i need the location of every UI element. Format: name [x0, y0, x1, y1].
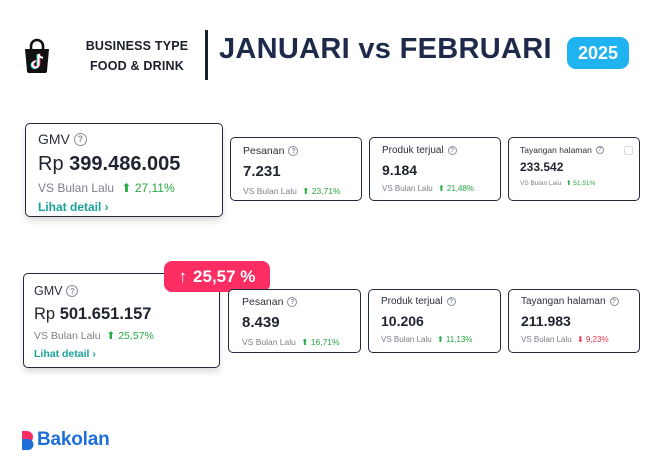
gmv-label-row: GMV ?: [34, 284, 219, 298]
produk-label-row: Produk terjual ?: [382, 145, 500, 156]
growth-badge: ↑ 25,57 %: [164, 261, 270, 292]
tayangan-value: 211.983: [521, 313, 571, 329]
change-up: ⬆ 21,48%: [438, 184, 474, 193]
vs-label: VS Bulan Lalu: [242, 337, 296, 347]
change-value: 21,48%: [446, 184, 475, 193]
info-question-icon[interactable]: ?: [288, 146, 299, 156]
comparison-row: VS Bulan Lalu ⬆ 25,57%: [34, 330, 219, 342]
arrow-up-icon: ⬆: [106, 330, 116, 342]
tayangan-label: Tayangan halaman: [520, 145, 592, 155]
arrow-up-icon: ⬆: [436, 335, 444, 344]
lihat-detail-link[interactable]: Lihat detail ›: [38, 200, 109, 214]
gmv-value: 501.651.157: [59, 305, 152, 323]
vs-label: VS Bulan Lalu: [34, 330, 101, 342]
produk-label: Produk terjual: [382, 145, 444, 156]
change-up: ⬆ 16,71%: [301, 337, 339, 347]
business-type-line2: FOOD & DRINK: [89, 59, 185, 73]
pesanan-card-januari[interactable]: Pesanan ? 7.231 VS Bulan Lalu ⬆ 23,71%: [230, 137, 362, 201]
pesanan-value: 7.231: [243, 163, 281, 180]
pesanan-card-februari[interactable]: Pesanan ? 8.439 VS Bulan Lalu ⬆ 16,71%: [228, 289, 361, 353]
gmv-label: GMV: [38, 131, 70, 147]
pesanan-label: Pesanan: [242, 296, 284, 308]
comparison-row: VS Bulan Lalu ⬆ 16,71%: [242, 337, 360, 348]
brand-name: Bakolan: [37, 429, 110, 450]
checkbox[interactable]: [624, 146, 633, 155]
change-value: 9,23%: [585, 335, 609, 344]
change-up: ⬆ 25,57%: [106, 330, 153, 342]
comparison-row: VS Bulan Lalu ⬆ 51,51%: [520, 179, 639, 187]
change-value: 23,71%: [311, 186, 341, 196]
arrow-up-icon: ⬆: [566, 180, 572, 187]
lihat-detail-link[interactable]: Lihat detail ›: [34, 348, 96, 360]
tayangan-label: Tayangan halaman: [521, 296, 606, 307]
business-type: BUSINESS TYPE FOOD & DRINK: [78, 36, 196, 76]
produk-label-row: Produk terjual ?: [381, 296, 500, 307]
change-up: ⬆ 11,13%: [437, 335, 472, 344]
gmv-value-row: Rp 501.651.157: [34, 305, 219, 324]
info-question-icon[interactable]: ?: [73, 132, 87, 146]
info-question-icon[interactable]: ?: [287, 297, 298, 307]
vs-label: VS Bulan Lalu: [521, 335, 572, 344]
vs-label: VS Bulan Lalu: [520, 180, 562, 187]
change-value: 27,11%: [134, 181, 175, 195]
gmv-value: 399.486.005: [69, 153, 181, 175]
currency-label: Rp: [34, 305, 56, 323]
arrow-up-icon: ↑: [178, 267, 188, 286]
produk-label: Produk terjual: [381, 296, 443, 307]
vs-label: VS Bulan Lalu: [382, 184, 433, 193]
info-question-icon[interactable]: ?: [66, 285, 79, 297]
change-up: ⬆ 51,51%: [566, 180, 595, 187]
comparison-row: VS Bulan Lalu ⬆ 21,48%: [382, 184, 500, 193]
pesanan-label-row: Pesanan ?: [243, 145, 361, 157]
growth-badge-value: 25,57 %: [193, 267, 256, 286]
year-badge: 2025: [567, 37, 629, 69]
gmv-value-row: Rp 399.486.005: [38, 153, 222, 176]
tayangan-card-februari[interactable]: Tayangan halaman ? 211.983 VS Bulan Lalu…: [508, 289, 640, 353]
business-type-line1: BUSINESS TYPE: [85, 39, 189, 53]
comparison-row: VS Bulan Lalu ⬆ 11,13%: [381, 335, 500, 344]
arrow-down-icon: ⬇: [576, 335, 584, 344]
pesanan-value: 8.439: [242, 314, 280, 331]
gmv-card-januari[interactable]: GMV ? Rp 399.486.005 VS Bulan Lalu ⬆ 27,…: [25, 123, 223, 217]
arrow-up-icon: ⬆: [121, 181, 132, 195]
page-title: JANUARI vs FEBRUARI: [219, 33, 552, 65]
comparison-row: VS Bulan Lalu ⬆ 23,71%: [243, 186, 361, 197]
change-value: 16,71%: [310, 337, 340, 347]
arrow-up-icon: ⬆: [301, 337, 309, 347]
vs-label: VS Bulan Lalu: [243, 186, 297, 196]
produk-value: 10.206: [381, 313, 424, 329]
gmv-label-row: GMV ?: [38, 131, 222, 147]
info-question-icon[interactable]: ?: [447, 146, 457, 155]
change-value: 51,51%: [573, 180, 596, 187]
tayangan-label-row: Tayangan halaman ?: [520, 145, 639, 155]
produk-value: 9.184: [382, 162, 418, 178]
vs-label: VS Bulan Lalu: [381, 335, 432, 344]
pesanan-label-row: Pesanan ?: [242, 296, 360, 308]
change-value: 25,57%: [118, 330, 154, 342]
produk-card-februari[interactable]: Produk terjual ? 10.206 VS Bulan Lalu ⬆ …: [368, 289, 501, 353]
gmv-label: GMV: [34, 284, 63, 298]
tayangan-label-row: Tayangan halaman ?: [521, 296, 639, 307]
change-up: ⬆ 23,71%: [302, 186, 340, 196]
info-question-icon[interactable]: ?: [595, 146, 604, 154]
info-question-icon[interactable]: ?: [609, 297, 619, 306]
comparison-row: VS Bulan Lalu ⬇ 9,23%: [521, 335, 639, 344]
change-down: ⬇ 9,23%: [577, 335, 609, 344]
info-question-icon[interactable]: ?: [446, 297, 456, 306]
change-value: 11,13%: [445, 335, 473, 344]
vs-label: VS Bulan Lalu: [38, 181, 115, 195]
arrow-up-icon: ⬆: [302, 186, 310, 196]
pesanan-label: Pesanan: [243, 145, 285, 157]
currency-label: Rp: [38, 153, 64, 175]
arrow-up-icon: ⬆: [437, 184, 445, 193]
tayangan-value: 233.542: [520, 160, 564, 174]
header-divider: [205, 30, 208, 80]
produk-card-januari[interactable]: Produk terjual ? 9.184 VS Bulan Lalu ⬆ 2…: [369, 137, 501, 201]
bakolan-logo-icon: [22, 430, 34, 450]
change-up: ⬆ 27,11%: [121, 181, 174, 195]
brand-logo: Bakolan: [22, 429, 110, 451]
comparison-row: VS Bulan Lalu ⬆ 27,11%: [38, 181, 222, 195]
tiktok-shop-bag-icon: [25, 38, 49, 73]
tayangan-card-januari[interactable]: Tayangan halaman ? 233.542 VS Bulan Lalu…: [508, 137, 640, 201]
